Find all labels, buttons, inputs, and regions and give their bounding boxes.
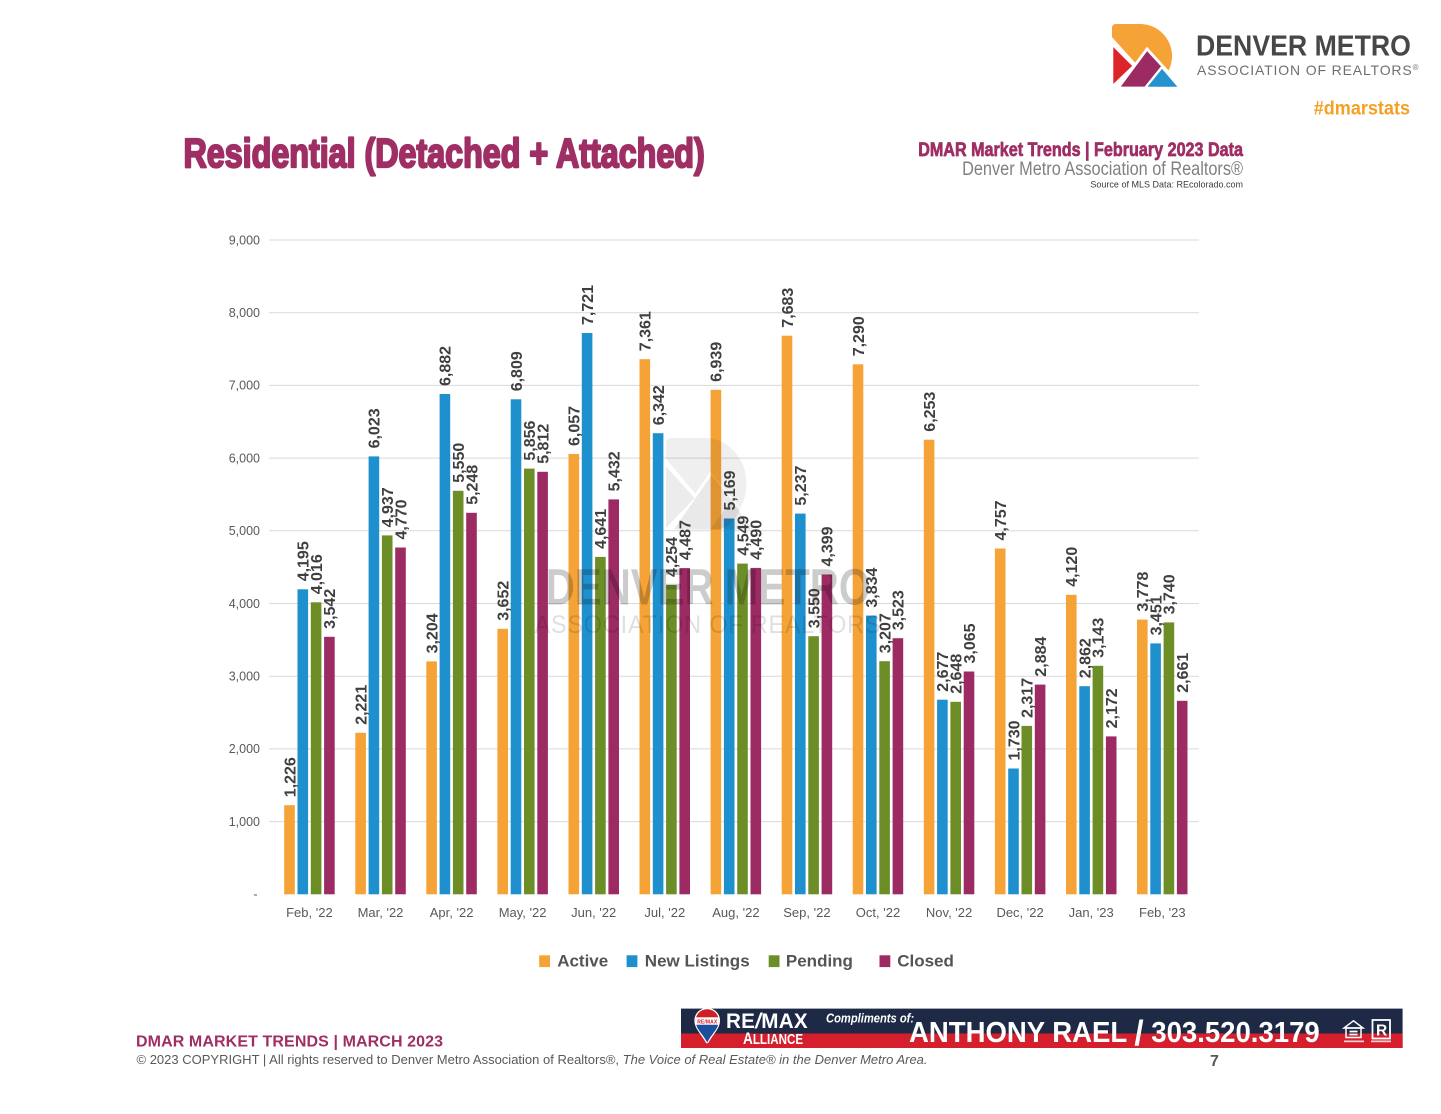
svg-text:5,169: 5,169 (722, 470, 739, 510)
svg-text:6,939: 6,939 (709, 342, 726, 382)
svg-text:DMAR Market Trends | February: DMAR Market Trends | February 2023 Data (918, 139, 1243, 161)
svg-text:3,143: 3,143 (1091, 618, 1108, 658)
svg-text:3,000: 3,000 (229, 670, 260, 684)
svg-text:Active: Active (557, 952, 608, 971)
svg-text:6,882: 6,882 (438, 346, 455, 386)
svg-text:4,549: 4,549 (735, 515, 752, 555)
svg-text:2,884: 2,884 (1033, 636, 1050, 676)
svg-text:4,770: 4,770 (393, 499, 410, 539)
svg-text:DENVER METRO: DENVER METRO (1196, 29, 1411, 61)
svg-text:Pending: Pending (786, 952, 853, 971)
svg-text:3,204: 3,204 (424, 613, 441, 653)
svg-text:RE/MAX: RE/MAX (726, 1010, 808, 1033)
svg-text:DENVER METRO: DENVER METRO (546, 558, 870, 616)
svg-text:3,523: 3,523 (891, 590, 908, 630)
svg-text:6,057: 6,057 (567, 406, 584, 446)
svg-text:Jan, '23: Jan, '23 (1069, 905, 1114, 920)
svg-text:3,740: 3,740 (1162, 574, 1179, 614)
svg-text:Source of MLS Data: REcolorado: Source of MLS Data: REcolorado.com (1090, 180, 1243, 190)
svg-text:9,000: 9,000 (229, 233, 260, 247)
svg-text:7,721: 7,721 (580, 285, 597, 325)
svg-text:2,862: 2,862 (1077, 638, 1094, 678)
svg-text:5,000: 5,000 (229, 524, 260, 538)
svg-text:May, '22: May, '22 (499, 905, 547, 920)
svg-text:Oct, '22: Oct, '22 (856, 905, 900, 920)
svg-text:Denver Metro Association of Re: Denver Metro Association of Realtors® (962, 158, 1243, 179)
svg-text:5,550: 5,550 (451, 443, 468, 483)
svg-text:2,648: 2,648 (949, 654, 966, 694)
svg-text:Feb, '23: Feb, '23 (1139, 905, 1186, 920)
svg-text:5,432: 5,432 (607, 451, 624, 491)
svg-text:4,254: 4,254 (664, 537, 681, 577)
svg-text:3,207: 3,207 (877, 613, 894, 653)
svg-text:Sep, '22: Sep, '22 (783, 905, 830, 920)
svg-text:© 2023 COPYRIGHT | All rights: © 2023 COPYRIGHT | All rights reserved t… (137, 1052, 928, 1067)
svg-text:1,226: 1,226 (282, 757, 299, 797)
svg-text:RE/MAX: RE/MAX (697, 1019, 718, 1025)
svg-text:Dec, '22: Dec, '22 (996, 905, 1043, 920)
svg-text:3,834: 3,834 (864, 567, 881, 607)
svg-text:6,023: 6,023 (367, 408, 384, 448)
svg-text:4,490: 4,490 (749, 520, 766, 560)
svg-text:ASSOCIATION OF REALTORS: ASSOCIATION OF REALTORS (535, 611, 882, 639)
svg-text:7,683: 7,683 (780, 288, 797, 328)
svg-text:ASSOCIATION OF REALTORS®: ASSOCIATION OF REALTORS® (1197, 62, 1419, 78)
svg-text:R: R (1376, 1023, 1387, 1040)
svg-text:Mar, '22: Mar, '22 (358, 905, 404, 920)
svg-text:7,000: 7,000 (229, 379, 260, 393)
svg-text:3,550: 3,550 (806, 588, 823, 628)
svg-text:4,487: 4,487 (678, 520, 695, 560)
svg-text:New Listings: New Listings (645, 952, 750, 971)
svg-text:8,000: 8,000 (229, 306, 260, 320)
svg-text:3,778: 3,778 (1135, 571, 1152, 611)
svg-text:Closed: Closed (897, 952, 954, 971)
svg-text:2,172: 2,172 (1104, 688, 1121, 728)
svg-text:#dmarstats: #dmarstats (1314, 97, 1410, 119)
svg-text:4,399: 4,399 (820, 526, 837, 566)
svg-text:5,856: 5,856 (522, 420, 539, 460)
svg-text:3,451: 3,451 (1148, 595, 1165, 635)
svg-text:2,661: 2,661 (1175, 653, 1192, 693)
svg-text:DMAR MARKET TRENDS | MARCH 202: DMAR MARKET TRENDS | MARCH 2023 (136, 1033, 443, 1050)
svg-text:2,677: 2,677 (935, 652, 952, 692)
svg-text:4,016: 4,016 (309, 554, 326, 594)
svg-text:4,757: 4,757 (993, 500, 1010, 540)
svg-text:Jun, '22: Jun, '22 (571, 905, 616, 920)
svg-text:6,809: 6,809 (509, 351, 526, 391)
svg-text:7,290: 7,290 (851, 316, 868, 356)
svg-text:1,730: 1,730 (1006, 720, 1023, 760)
svg-text:3,652: 3,652 (496, 581, 513, 621)
svg-text:4,000: 4,000 (229, 597, 260, 611)
svg-text:Apr, '22: Apr, '22 (430, 905, 474, 920)
svg-text:6,253: 6,253 (922, 392, 939, 432)
svg-text:2,317: 2,317 (1020, 678, 1037, 718)
svg-text:Residential (Detached + Attach: Residential (Detached + Attached) (184, 130, 705, 176)
svg-text:2,000: 2,000 (229, 742, 260, 756)
svg-text:7,361: 7,361 (638, 311, 655, 351)
svg-text:5,248: 5,248 (464, 465, 481, 505)
svg-text:4,641: 4,641 (593, 509, 610, 549)
svg-text:ALLIANCE: ALLIANCE (743, 1030, 803, 1049)
svg-text:Feb, '22: Feb, '22 (286, 905, 333, 920)
svg-text:6,000: 6,000 (229, 451, 260, 465)
svg-text:4,120: 4,120 (1064, 547, 1081, 587)
svg-text:2,221: 2,221 (353, 685, 370, 725)
svg-text:5,812: 5,812 (535, 424, 552, 464)
svg-text:5,237: 5,237 (793, 465, 810, 505)
svg-text:4,195: 4,195 (296, 541, 313, 581)
svg-text:-: - (253, 888, 257, 902)
svg-text:Nov, '22: Nov, '22 (926, 905, 972, 920)
svg-text:3,542: 3,542 (322, 589, 339, 629)
svg-text:Compliments of:: Compliments of: (826, 1011, 914, 1026)
svg-text:Jul, '22: Jul, '22 (644, 905, 685, 920)
svg-text:Aug, '22: Aug, '22 (712, 905, 759, 920)
svg-text:6,342: 6,342 (651, 385, 668, 425)
svg-text:ANTHONY RAEL / 303.520.3179: ANTHONY RAEL / 303.520.3179 (909, 1014, 1320, 1053)
svg-text:7: 7 (1210, 1053, 1219, 1070)
svg-text:1,000: 1,000 (229, 815, 260, 829)
svg-text:4,937: 4,937 (380, 487, 397, 527)
svg-text:3,065: 3,065 (962, 623, 979, 663)
